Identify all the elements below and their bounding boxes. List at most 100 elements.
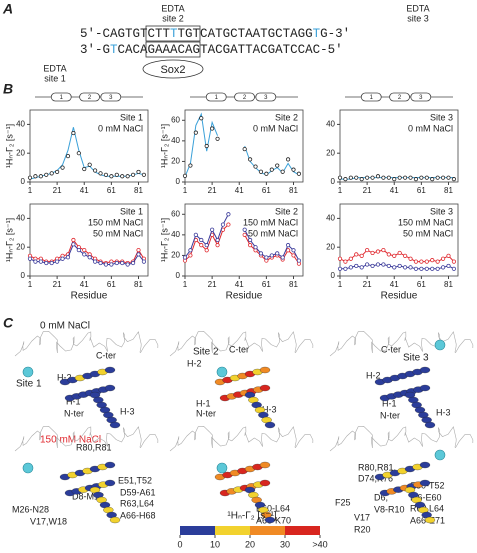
legend-entry: 150 mM NaCl (398, 217, 453, 227)
coil (169, 425, 314, 452)
protein-ellipse (142, 59, 204, 79)
data-point (109, 262, 114, 267)
helix (205, 92, 227, 102)
data-point (55, 259, 60, 264)
data-point (375, 249, 381, 254)
chart-title: Site 2 (275, 206, 298, 216)
data-point (71, 242, 76, 247)
data-point (446, 263, 451, 269)
edta-site (216, 366, 228, 378)
data-point (253, 164, 258, 169)
data-point (141, 259, 147, 264)
data-point (354, 252, 359, 257)
data-point (33, 259, 38, 264)
edta-site (434, 339, 446, 351)
data-point (27, 175, 33, 180)
data-point (98, 260, 103, 266)
helix-label: 2 (398, 95, 402, 101)
sequence-segment: CTT (148, 27, 171, 41)
series-line (339, 249, 455, 263)
structure-label: E51,T52 (118, 475, 152, 485)
plot-frame (184, 109, 304, 183)
y-tick-label: 60 (171, 209, 180, 218)
x-tick-label: 81 (444, 186, 453, 195)
helix-turn (104, 366, 116, 374)
helix-label: 2 (243, 95, 247, 101)
data-point (136, 169, 141, 175)
data-point (397, 263, 402, 269)
data-point (248, 237, 253, 243)
colorbar-segment (285, 526, 320, 535)
data-point (370, 175, 375, 180)
helix-turn (109, 516, 121, 524)
dna-strand: 5'-CAGTGTCTTTTGTCATGCTAATGCTAGGTG-3' (80, 27, 350, 41)
helix-turn (109, 421, 121, 429)
structure-label: H-2 (187, 358, 202, 368)
data-point (430, 177, 435, 182)
structure-label: V8-R10 (374, 504, 405, 514)
data-point (348, 175, 353, 180)
plot-frame (184, 203, 304, 277)
data-point (204, 143, 209, 149)
x-tick-label: 61 (262, 186, 271, 195)
data-point (226, 212, 231, 217)
data-point (65, 153, 71, 159)
data-point (337, 256, 343, 261)
data-point (392, 177, 397, 182)
data-point (386, 252, 391, 257)
x-tick-label: 61 (107, 186, 116, 195)
data-point (182, 255, 188, 260)
data-point (413, 259, 419, 264)
calc-line (340, 177, 454, 180)
legend-entry: 50 mM NaCl (403, 228, 453, 238)
structure-label: N-ter (64, 408, 84, 418)
site-label: EDTA (43, 63, 66, 73)
colorbar-tick-label: 0 (177, 539, 182, 549)
structure-label: Site 2 (193, 347, 219, 358)
structure-label: N-ter (196, 408, 216, 418)
data-point (275, 163, 280, 168)
x-tick-label: 21 (208, 280, 217, 289)
chart-title: Site 1 (120, 206, 143, 216)
sequence-segment: GAAACAG (148, 43, 201, 57)
plot-frame (339, 109, 459, 183)
structure-label: C-ter (229, 344, 249, 354)
helix-turn (259, 366, 271, 374)
helix-turn (419, 479, 431, 487)
structure-label: H-2 (57, 372, 72, 382)
y-tick-label: 20 (171, 251, 180, 260)
x-tick-label: 61 (262, 280, 271, 289)
helix-turn (104, 384, 116, 392)
data-point (76, 151, 81, 156)
structure-label: H-3 (120, 406, 135, 416)
structure-label: M26-N28 (12, 504, 49, 514)
x-tick-label: 81 (134, 280, 143, 289)
coil (14, 425, 159, 452)
x-tick-label: 1 (28, 280, 33, 289)
data-point (435, 175, 440, 180)
structure-label: H-1 (382, 398, 397, 408)
x-tick-label: 61 (417, 186, 426, 195)
data-point (136, 252, 141, 257)
y-tick-label: 20 (171, 157, 180, 166)
x-tick-label: 81 (134, 186, 143, 195)
data-point (296, 171, 302, 176)
data-point (392, 253, 397, 258)
y-tick-label: 20 (326, 148, 335, 157)
data-point (215, 237, 220, 243)
sequence-segment: TGTC (178, 27, 208, 41)
site-label: site 2 (162, 13, 184, 23)
sequence-segment: ATGCTAATGCTAGG (208, 27, 313, 41)
sequence-segment: 3'-G (80, 43, 110, 57)
structure-label: D8-M12 (72, 491, 104, 501)
data-point (291, 253, 296, 258)
data-point (285, 248, 291, 253)
data-point (397, 175, 402, 180)
data-point (226, 222, 231, 227)
y-tick-label: 40 (171, 230, 180, 239)
y-tick-label: 20 (326, 242, 335, 251)
helix-label: 3 (109, 95, 113, 101)
helix-turn (424, 516, 436, 524)
legend-entry: 50 mM NaCl (93, 228, 143, 238)
data-point (419, 175, 424, 180)
